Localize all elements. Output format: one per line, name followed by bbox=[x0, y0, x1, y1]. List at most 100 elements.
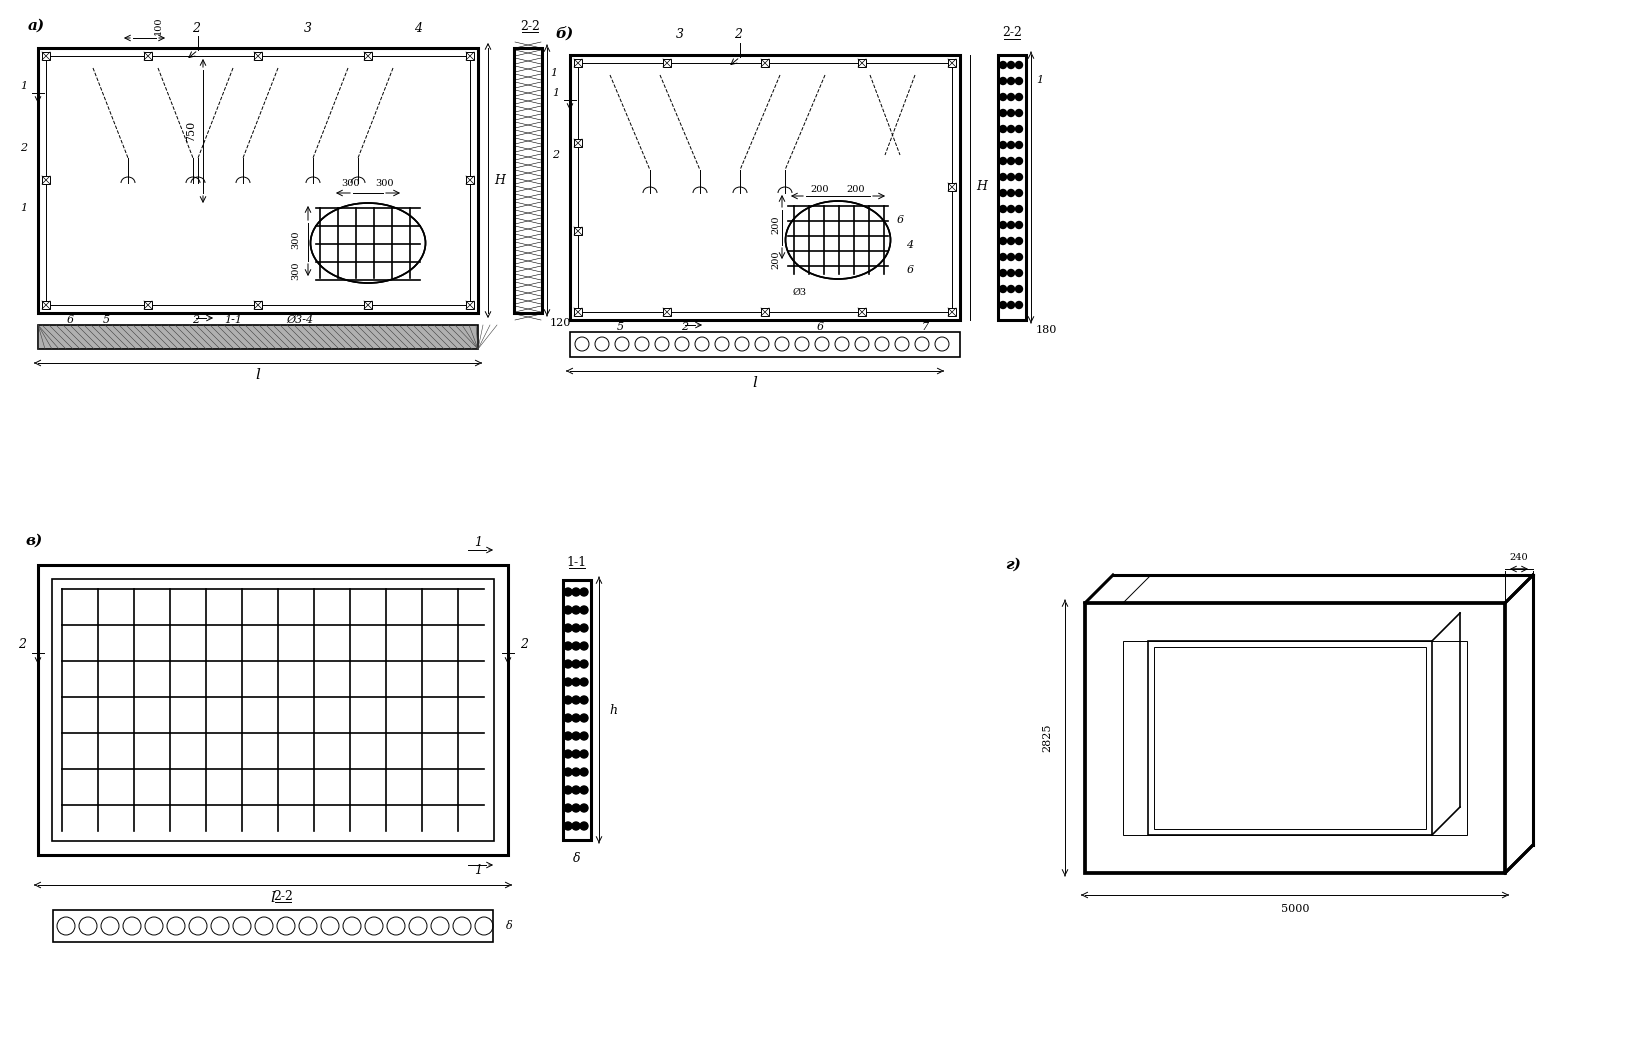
Text: δ: δ bbox=[574, 852, 580, 865]
Circle shape bbox=[999, 301, 1007, 309]
Text: 180: 180 bbox=[1035, 325, 1056, 335]
Circle shape bbox=[564, 786, 572, 794]
Text: 1: 1 bbox=[475, 537, 481, 550]
Circle shape bbox=[580, 696, 588, 705]
Text: 1-1: 1-1 bbox=[567, 556, 587, 569]
Bar bbox=[1149, 641, 1432, 835]
Circle shape bbox=[564, 642, 572, 650]
Circle shape bbox=[580, 786, 588, 794]
Circle shape bbox=[999, 206, 1007, 212]
Text: 300: 300 bbox=[376, 178, 394, 188]
Circle shape bbox=[564, 822, 572, 830]
Text: 7: 7 bbox=[921, 321, 928, 332]
Circle shape bbox=[580, 750, 588, 758]
Text: 6: 6 bbox=[897, 215, 903, 225]
Text: 2-2: 2-2 bbox=[521, 19, 541, 33]
Bar bbox=[574, 59, 582, 67]
Text: 6: 6 bbox=[66, 315, 74, 325]
Circle shape bbox=[564, 696, 572, 705]
Text: 2: 2 bbox=[193, 315, 199, 325]
Circle shape bbox=[1015, 125, 1022, 133]
Text: 200: 200 bbox=[771, 250, 781, 269]
Text: 2: 2 bbox=[20, 143, 28, 153]
Text: г): г) bbox=[1005, 558, 1020, 572]
Circle shape bbox=[572, 822, 580, 830]
Text: 1: 1 bbox=[20, 81, 28, 91]
Bar bbox=[466, 176, 475, 184]
Circle shape bbox=[572, 678, 580, 686]
Text: 4: 4 bbox=[414, 21, 422, 35]
Circle shape bbox=[572, 642, 580, 650]
Bar bbox=[662, 59, 671, 67]
Circle shape bbox=[1007, 125, 1015, 133]
Text: 240: 240 bbox=[1510, 553, 1528, 561]
Circle shape bbox=[572, 624, 580, 632]
Circle shape bbox=[999, 174, 1007, 180]
Bar bbox=[53, 579, 494, 841]
Bar bbox=[466, 301, 475, 309]
Text: 1: 1 bbox=[475, 864, 481, 876]
Circle shape bbox=[564, 660, 572, 668]
Circle shape bbox=[580, 714, 588, 721]
Text: 6: 6 bbox=[816, 321, 824, 332]
Circle shape bbox=[580, 606, 588, 614]
Circle shape bbox=[1007, 141, 1015, 149]
Circle shape bbox=[1015, 254, 1022, 261]
Circle shape bbox=[1015, 285, 1022, 293]
Text: δ: δ bbox=[506, 921, 513, 930]
Bar bbox=[53, 910, 493, 942]
Bar bbox=[570, 55, 961, 320]
Bar bbox=[574, 139, 582, 147]
Circle shape bbox=[1015, 77, 1022, 85]
Bar bbox=[564, 580, 592, 840]
Circle shape bbox=[580, 678, 588, 686]
Circle shape bbox=[1007, 301, 1015, 309]
Text: h: h bbox=[610, 703, 616, 716]
Circle shape bbox=[1007, 174, 1015, 180]
Ellipse shape bbox=[786, 201, 890, 279]
Bar bbox=[143, 52, 152, 60]
Bar bbox=[41, 52, 49, 60]
Circle shape bbox=[564, 624, 572, 632]
Bar bbox=[948, 308, 956, 316]
Text: 2: 2 bbox=[193, 21, 199, 35]
Text: 3: 3 bbox=[676, 29, 684, 41]
Circle shape bbox=[1007, 238, 1015, 244]
Text: 2-2: 2-2 bbox=[1002, 27, 1022, 39]
Circle shape bbox=[572, 696, 580, 705]
Circle shape bbox=[572, 660, 580, 668]
Text: 300: 300 bbox=[341, 178, 361, 188]
Text: Ø3: Ø3 bbox=[793, 288, 808, 296]
Bar bbox=[38, 48, 478, 313]
Circle shape bbox=[999, 141, 1007, 149]
Text: 3: 3 bbox=[303, 21, 311, 35]
Text: в): в) bbox=[26, 534, 43, 547]
Circle shape bbox=[999, 62, 1007, 69]
Text: 2: 2 bbox=[681, 321, 689, 332]
Bar bbox=[1122, 641, 1467, 835]
Bar bbox=[46, 56, 470, 305]
Circle shape bbox=[1015, 157, 1022, 164]
Circle shape bbox=[580, 660, 588, 668]
Text: 300: 300 bbox=[292, 230, 300, 249]
Circle shape bbox=[572, 804, 580, 812]
Circle shape bbox=[999, 157, 1007, 164]
Circle shape bbox=[564, 768, 572, 776]
Bar bbox=[466, 52, 475, 60]
Circle shape bbox=[1007, 285, 1015, 293]
Bar bbox=[364, 301, 372, 309]
Circle shape bbox=[1007, 206, 1015, 212]
Text: 200: 200 bbox=[811, 186, 829, 194]
Bar bbox=[1154, 647, 1426, 829]
Text: б): б) bbox=[555, 25, 574, 40]
Text: l: l bbox=[270, 891, 275, 905]
Circle shape bbox=[1007, 109, 1015, 117]
Circle shape bbox=[1015, 238, 1022, 244]
Text: 2-2: 2-2 bbox=[274, 889, 293, 903]
Text: 1: 1 bbox=[552, 88, 560, 98]
Text: H: H bbox=[977, 180, 987, 193]
Text: 4: 4 bbox=[906, 240, 913, 250]
Text: 2: 2 bbox=[18, 639, 26, 651]
Circle shape bbox=[564, 678, 572, 686]
Text: 200: 200 bbox=[847, 186, 865, 194]
